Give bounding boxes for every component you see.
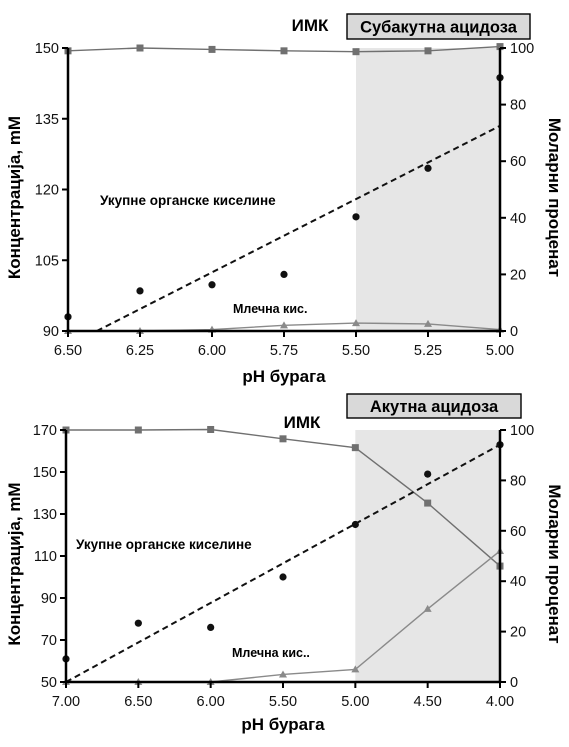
marker-triangle-5	[352, 319, 360, 327]
chart-title: ИМК	[292, 16, 329, 35]
left-tick-label: 110	[34, 549, 57, 565]
marker-dot-2	[136, 287, 144, 295]
marker-square-4	[279, 435, 287, 443]
y-axis-label-left: Концентрација, mM	[5, 482, 24, 645]
marker-dot-4	[280, 270, 288, 278]
marker-dot-4	[279, 573, 287, 581]
right-tick-label: 100	[510, 41, 534, 57]
marker-dot-2	[134, 619, 142, 627]
left-tick-label: 90	[43, 324, 59, 340]
right-tick-label: 60	[510, 524, 526, 540]
left-tick-label: 90	[41, 591, 57, 607]
marker-triangle-4	[280, 321, 288, 329]
x-tick-label: 5.50	[342, 343, 370, 359]
left-tick-label: 135	[35, 112, 59, 128]
x-tick-label: 4.50	[414, 694, 442, 710]
trend-line-total-acids	[65, 443, 501, 683]
marker-square-3	[207, 425, 215, 433]
x-axis-label: pH бурага	[242, 367, 326, 386]
chart-2: 50 70 90 110 130 150 170 0 20 40 60 80 100 7.00 6.50 6.…	[5, 393, 564, 734]
x-tick-label: 4.00	[486, 694, 514, 710]
right-tick-label: 0	[510, 324, 518, 340]
chart-title: ИМК	[284, 413, 321, 432]
lactic-acid-label: Млечна кис.	[233, 302, 307, 316]
x-tick-label: 6.25	[126, 343, 154, 359]
y-axis-label-right: Моларни проценат	[545, 118, 564, 277]
marker-dot-6	[424, 164, 432, 172]
right-tick-label: 40	[510, 211, 526, 227]
x-tick-label: 6.50	[54, 343, 82, 359]
marker-square-6	[424, 499, 432, 507]
x-axis-label: pH бурага	[241, 715, 325, 734]
right-tick-label: 80	[510, 473, 526, 489]
marker-square-7	[496, 43, 504, 51]
total-acids-label: Укупне органске киселине	[100, 193, 276, 208]
marker-square-4	[280, 47, 288, 55]
left-tick-label: 130	[33, 507, 57, 523]
x-tick-label: 5.25	[414, 343, 442, 359]
left-tick-label: 120	[35, 183, 59, 199]
right-tick-label: 80	[510, 98, 526, 114]
y-axis-label-left: Концентрација, mM	[5, 116, 24, 279]
right-tick-label: 0	[510, 675, 518, 691]
right-tick-label: 100	[510, 423, 534, 439]
x-tick-label: 5.00	[486, 343, 514, 359]
region-label: Субакутна ацидоза	[360, 19, 518, 37]
left-tick-label: 70	[41, 633, 57, 649]
y-axis-label-right: Моларни проценат	[545, 484, 564, 643]
x-tick-label: 6.00	[197, 694, 225, 710]
x-tick-label: 7.00	[52, 694, 80, 710]
left-tick-label: 150	[33, 465, 57, 481]
x-tick-label: 5.75	[270, 343, 298, 359]
marker-triangle-6	[423, 604, 432, 612]
left-tick-label: 150	[35, 41, 59, 57]
left-tick-label: 170	[33, 423, 57, 439]
marker-dot-3	[208, 281, 216, 289]
right-tick-label: 40	[510, 574, 526, 590]
x-tick-label: 6.50	[124, 694, 152, 710]
chart-1: 90 105 120 135 150 0 20 40 60 80 100 6.50 6.25 6.00 5.…	[5, 13, 564, 386]
lactic-acid-label: Млечна кис..	[232, 646, 310, 660]
region-label-box	[346, 393, 522, 419]
x-tick-label: 5.00	[341, 694, 369, 710]
right-tick-label: 20	[510, 267, 526, 283]
marker-dot-5	[352, 213, 360, 221]
marker-square-5	[352, 48, 360, 56]
marker-dot-3	[207, 623, 215, 632]
region-label: Акутна ацидоза	[370, 398, 499, 416]
shaded-region	[355, 430, 500, 682]
x-tick-label: 6.00	[198, 343, 226, 359]
right-tick-label: 60	[510, 154, 526, 170]
region-label-box	[346, 13, 531, 40]
total-acids-label: Укупне органске киселине	[76, 537, 252, 552]
marker-triangle-5	[351, 665, 360, 673]
x-tick-label: 5.50	[269, 694, 297, 710]
marker-dot-6	[424, 470, 432, 478]
trend-line-total-acids	[96, 124, 501, 332]
marker-square-2	[136, 44, 144, 52]
marker-square-5	[351, 444, 359, 452]
right-tick-label: 20	[510, 625, 526, 641]
marker-square-2	[134, 426, 142, 434]
marker-triangle-6	[424, 319, 432, 327]
marker-triangle-4	[279, 670, 287, 678]
marker-square-6	[424, 47, 432, 55]
marker-square-3	[208, 45, 216, 53]
left-tick-label: 50	[41, 675, 57, 691]
left-tick-label: 105	[35, 253, 59, 269]
shaded-region	[356, 48, 500, 331]
